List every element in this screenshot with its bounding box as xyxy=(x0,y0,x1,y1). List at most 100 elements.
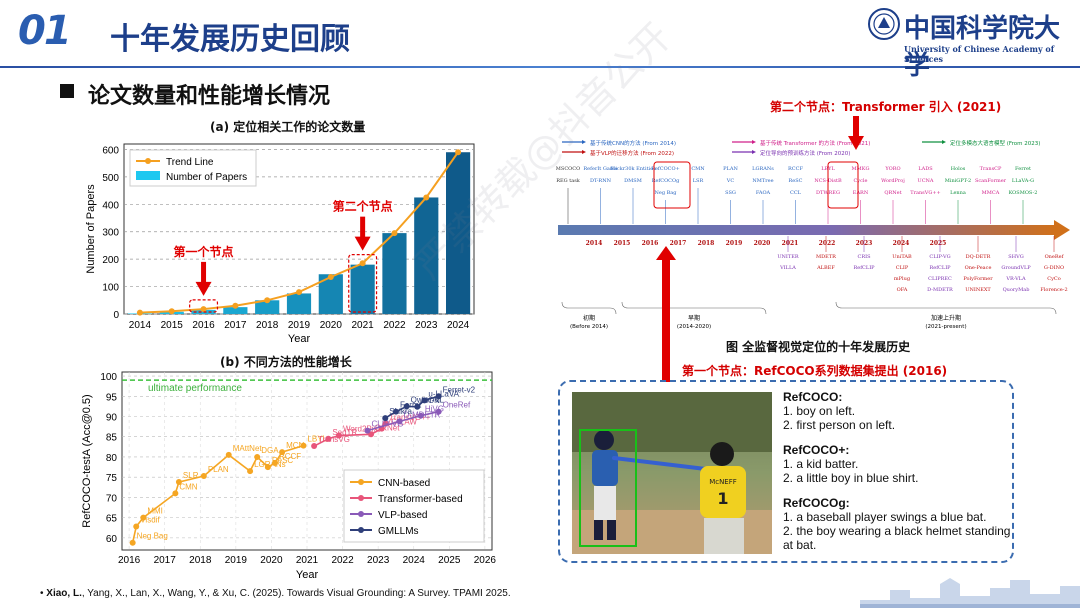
example-line: 1. a baseball player swings a blue bat. xyxy=(783,510,987,524)
method-label: CLIP xyxy=(896,265,909,271)
example-line: 2. first person on left. xyxy=(783,418,896,432)
point-MAttNet xyxy=(225,451,232,458)
ultimate-performance-label: ultimate performance xyxy=(148,383,242,394)
campus-skyline-decoration xyxy=(860,578,1080,608)
trend-point-2020 xyxy=(327,273,334,280)
point-Visdif xyxy=(133,523,140,530)
phase-range: (Before 2014) xyxy=(570,324,608,330)
y-tick-label: 95 xyxy=(106,392,118,403)
legend-label: VLP-based xyxy=(378,510,427,521)
point-label: SeqTR xyxy=(332,428,357,437)
point-Shikra xyxy=(382,415,389,422)
point-TransVG xyxy=(311,443,318,450)
trend-point-2017 xyxy=(232,302,239,309)
x-axis-label: Year xyxy=(288,333,311,345)
legend-text: 定位多模态大语言模型 (From 2023) xyxy=(950,139,1040,147)
point-SeqTR xyxy=(325,435,332,442)
timeline-year: 2020 xyxy=(754,240,771,247)
point-label: Shikra xyxy=(389,407,412,416)
method-label: ReSC xyxy=(789,178,803,184)
y-axis-label: RefCOCO-testA (Acc@0.5) xyxy=(81,394,93,527)
phase-range: (2021-present) xyxy=(925,324,966,330)
point-label: MCN xyxy=(286,441,304,450)
trend-point-2021 xyxy=(359,260,366,267)
bar-2022 xyxy=(382,233,407,314)
x-tick-label: 2023 xyxy=(367,555,390,566)
legend-label: GMLLMs xyxy=(378,526,419,537)
annotation-node1: 第一个节点 xyxy=(174,244,234,259)
phase-name: 初期 xyxy=(583,314,595,322)
point-Word2Pix xyxy=(336,432,343,439)
method-label: CCL xyxy=(790,190,802,196)
timeline-year: 2017 xyxy=(670,240,687,247)
method-label: MDETR xyxy=(816,254,836,260)
timeline-arrowhead xyxy=(1054,220,1070,240)
y-tick-label: 600 xyxy=(102,145,119,156)
x-tick-label: 2025 xyxy=(438,555,461,566)
timeline-year: 2014 xyxy=(586,240,603,247)
legend-text: 基于传统 Transformer 的方法 (From 2021) xyxy=(760,139,870,147)
method-label: RefCOCOg xyxy=(652,178,680,184)
point-RCCF xyxy=(271,460,278,467)
highlight-box-2021 xyxy=(348,254,378,313)
point-label: ReSC xyxy=(272,456,294,465)
method-label: PLAN xyxy=(723,166,738,172)
legend-arrowhead xyxy=(752,150,756,154)
method-label: VILLA xyxy=(779,265,796,271)
method-label: TransCP xyxy=(980,166,1002,172)
y-tick-label: 0 xyxy=(113,310,119,321)
timeline-axis xyxy=(558,225,1056,235)
citation: • Xiao, L., Yang, X., Lan, X., Wang, Y.,… xyxy=(40,588,511,599)
method-label: UNITER xyxy=(777,254,799,260)
point-LION xyxy=(414,403,421,410)
method-label: VR-VLA xyxy=(1005,276,1026,282)
method-label: QuoryMab xyxy=(1003,287,1030,293)
trend-point-2024 xyxy=(455,149,462,156)
legend-label-trend: Trend Line xyxy=(166,157,214,168)
method-label: OFA xyxy=(897,287,908,293)
highlight-arrow-shaft-2016 xyxy=(201,261,207,284)
example-name: RefCOCO+: xyxy=(783,443,850,457)
method-label: TransVG++ xyxy=(910,190,940,196)
legend-swatch-bar xyxy=(136,171,160,180)
x-tick-label: 2020 xyxy=(260,555,283,566)
method-label: ReferIt Game xyxy=(583,166,617,172)
refcoco-highlight-box xyxy=(653,161,691,209)
legend-arrowhead xyxy=(582,140,586,144)
node2-title: 第二个节点：Transformer 引入 (2021) xyxy=(770,100,1002,114)
method-label: RefCLIP xyxy=(853,265,875,271)
y-tick-label: 85 xyxy=(106,433,118,444)
method-label: SSG xyxy=(725,190,736,196)
point-label: Qwen-VL xyxy=(411,395,445,404)
trend-point-2014 xyxy=(136,309,143,316)
example-refcoco: RefCOCO: 1. boy on left. 2. first person… xyxy=(783,390,895,432)
point-label: DGA xyxy=(261,446,279,455)
method-label: DQ-DETR xyxy=(966,254,991,260)
slide-number: 01 xyxy=(18,8,72,54)
method-label: LSR xyxy=(693,178,704,184)
refcoco-examples-box xyxy=(558,380,1014,563)
point-label: LION xyxy=(421,396,440,405)
method-label: CRIS xyxy=(858,254,872,260)
trend-point-2018 xyxy=(264,297,271,304)
point-label: Ferret-v2 xyxy=(443,385,476,394)
point-DGA xyxy=(254,453,261,460)
citation-first-author: Xiao, L. xyxy=(46,588,82,599)
legend-arrowhead xyxy=(752,140,756,144)
x-tick-label: 2016 xyxy=(118,555,141,566)
y-tick-label: 75 xyxy=(106,473,118,484)
y-tick-label: 80 xyxy=(106,453,118,464)
point-label: Ferret xyxy=(400,401,422,410)
point-HiVG xyxy=(417,412,424,419)
point-ReSC xyxy=(264,464,271,471)
method-label: RefCOCO+ xyxy=(651,166,680,172)
method-label: DMSM xyxy=(624,178,642,184)
point-label: Word2Pix xyxy=(343,425,378,434)
legend-text: 基于VLP的迁移方法 (From 2022) xyxy=(590,149,674,157)
method-label: UniTAB xyxy=(892,254,912,260)
point-label: u-LLaVA xyxy=(428,389,459,398)
point-label: CLIP-VG xyxy=(371,420,403,429)
point-label: Visdif xyxy=(140,516,160,525)
annotation-node2: 第二个节点 xyxy=(333,199,393,214)
bar-2019 xyxy=(286,293,312,314)
